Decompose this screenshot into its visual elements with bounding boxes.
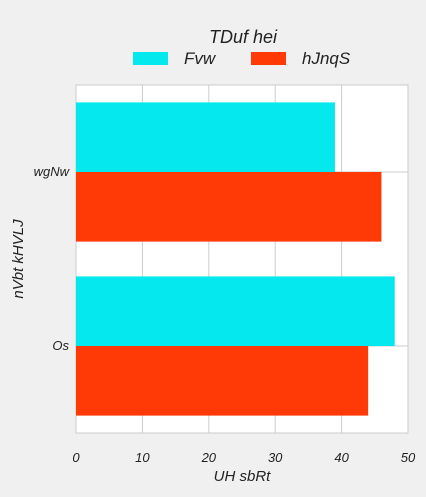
y-tick-label-wgnw: wgNw <box>34 164 71 179</box>
x-tick-label-10: 10 <box>135 450 150 465</box>
bar-hjnqs-os <box>76 346 369 416</box>
y-axis-ticks: wgNw Os <box>34 164 71 353</box>
x-axis-ticks: 0 10 20 30 40 50 <box>72 450 416 465</box>
bar-hjnqs-wgnw <box>76 172 382 242</box>
y-tick-label-os: Os <box>52 338 69 353</box>
bar-fvw-os <box>76 276 395 346</box>
x-tick-label-40: 40 <box>334 450 349 465</box>
y-axis-title: nVbt kHVLJ <box>10 219 27 299</box>
legend-label-hjnqs: hJnqS <box>302 49 351 68</box>
legend-title: TDuf hei <box>209 27 278 47</box>
legend-swatch-fvw <box>133 52 168 65</box>
x-tick-label-20: 20 <box>201 450 217 465</box>
x-tick-label-50: 50 <box>401 450 416 465</box>
legend-swatch-hjnqs <box>251 52 286 65</box>
bars <box>76 102 395 416</box>
x-tick-label-0: 0 <box>72 450 80 465</box>
legend-label-fvw: Fvw <box>184 49 217 68</box>
legend: TDuf hei Fvw hJnqS <box>133 27 351 68</box>
x-axis-title: UH sbRt <box>214 468 272 485</box>
x-tick-label-30: 30 <box>268 450 283 465</box>
bar-fvw-wgnw <box>76 102 335 172</box>
